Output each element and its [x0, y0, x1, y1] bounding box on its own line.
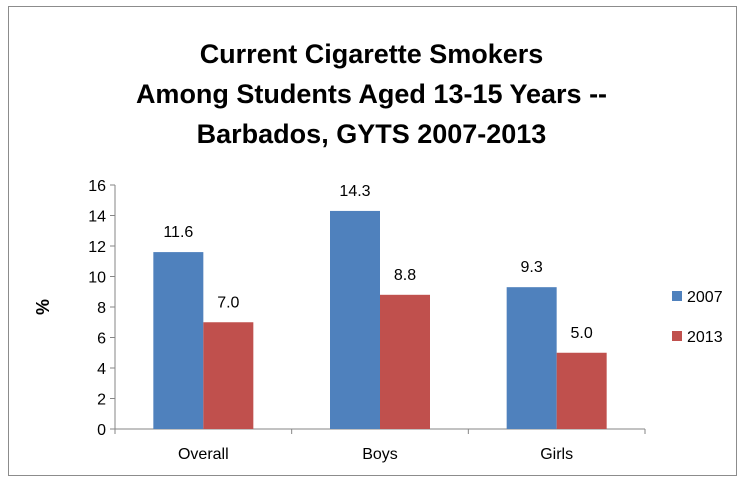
- legend-swatch: [672, 331, 682, 341]
- y-axis: 0 2 4 6 8 10 12 14 16: [88, 178, 116, 439]
- legend-label: 2013: [687, 329, 723, 346]
- data-label: 5.0: [571, 325, 593, 342]
- y-tick-label: 12: [88, 239, 106, 256]
- bars: [153, 210, 607, 429]
- legend-label: 2007: [687, 289, 723, 306]
- chart-title-line-3: Barbados, GYTS 2007-2013: [196, 119, 547, 149]
- legend-swatch: [672, 291, 682, 301]
- bar: [556, 352, 607, 429]
- bar: [506, 287, 557, 429]
- y-tick-label: 8: [97, 300, 106, 317]
- data-label: 11.6: [163, 224, 193, 241]
- chart-title-line-2: Among Students Aged 13-15 Years --: [135, 79, 608, 109]
- chart-title-line-1: Current Cigarette Smokers: [199, 39, 544, 69]
- y-tick-label: 14: [88, 209, 106, 226]
- bar: [380, 294, 430, 429]
- data-label: 14.3: [339, 183, 370, 200]
- y-tick-label: 10: [88, 270, 106, 287]
- y-tick-label: 4: [97, 361, 106, 378]
- y-tick-label: 2: [97, 392, 106, 409]
- data-label: 8.8: [394, 267, 416, 284]
- y-axis-title: %: [33, 299, 53, 315]
- chart-title: Current Cigarette Smokers Among Students…: [0, 34, 743, 154]
- bar: [203, 322, 254, 429]
- bar: [153, 252, 204, 429]
- x-tick-label: Overall: [178, 446, 229, 463]
- x-tick-label: Boys: [362, 446, 398, 463]
- x-tick-label: Girls: [540, 446, 573, 463]
- data-label: 7.0: [217, 294, 239, 311]
- x-axis: Overall Boys Girls: [114, 428, 646, 463]
- bar: [330, 210, 380, 429]
- y-tick-label: 0: [97, 422, 106, 439]
- y-tick-label: 16: [88, 178, 106, 195]
- data-labels: 11.6 7.0 14.3 8.8 9.3 5.0: [163, 183, 593, 342]
- y-tick-label: 6: [97, 331, 106, 348]
- legend: 2007 2013: [672, 289, 723, 346]
- data-label: 9.3: [521, 259, 543, 276]
